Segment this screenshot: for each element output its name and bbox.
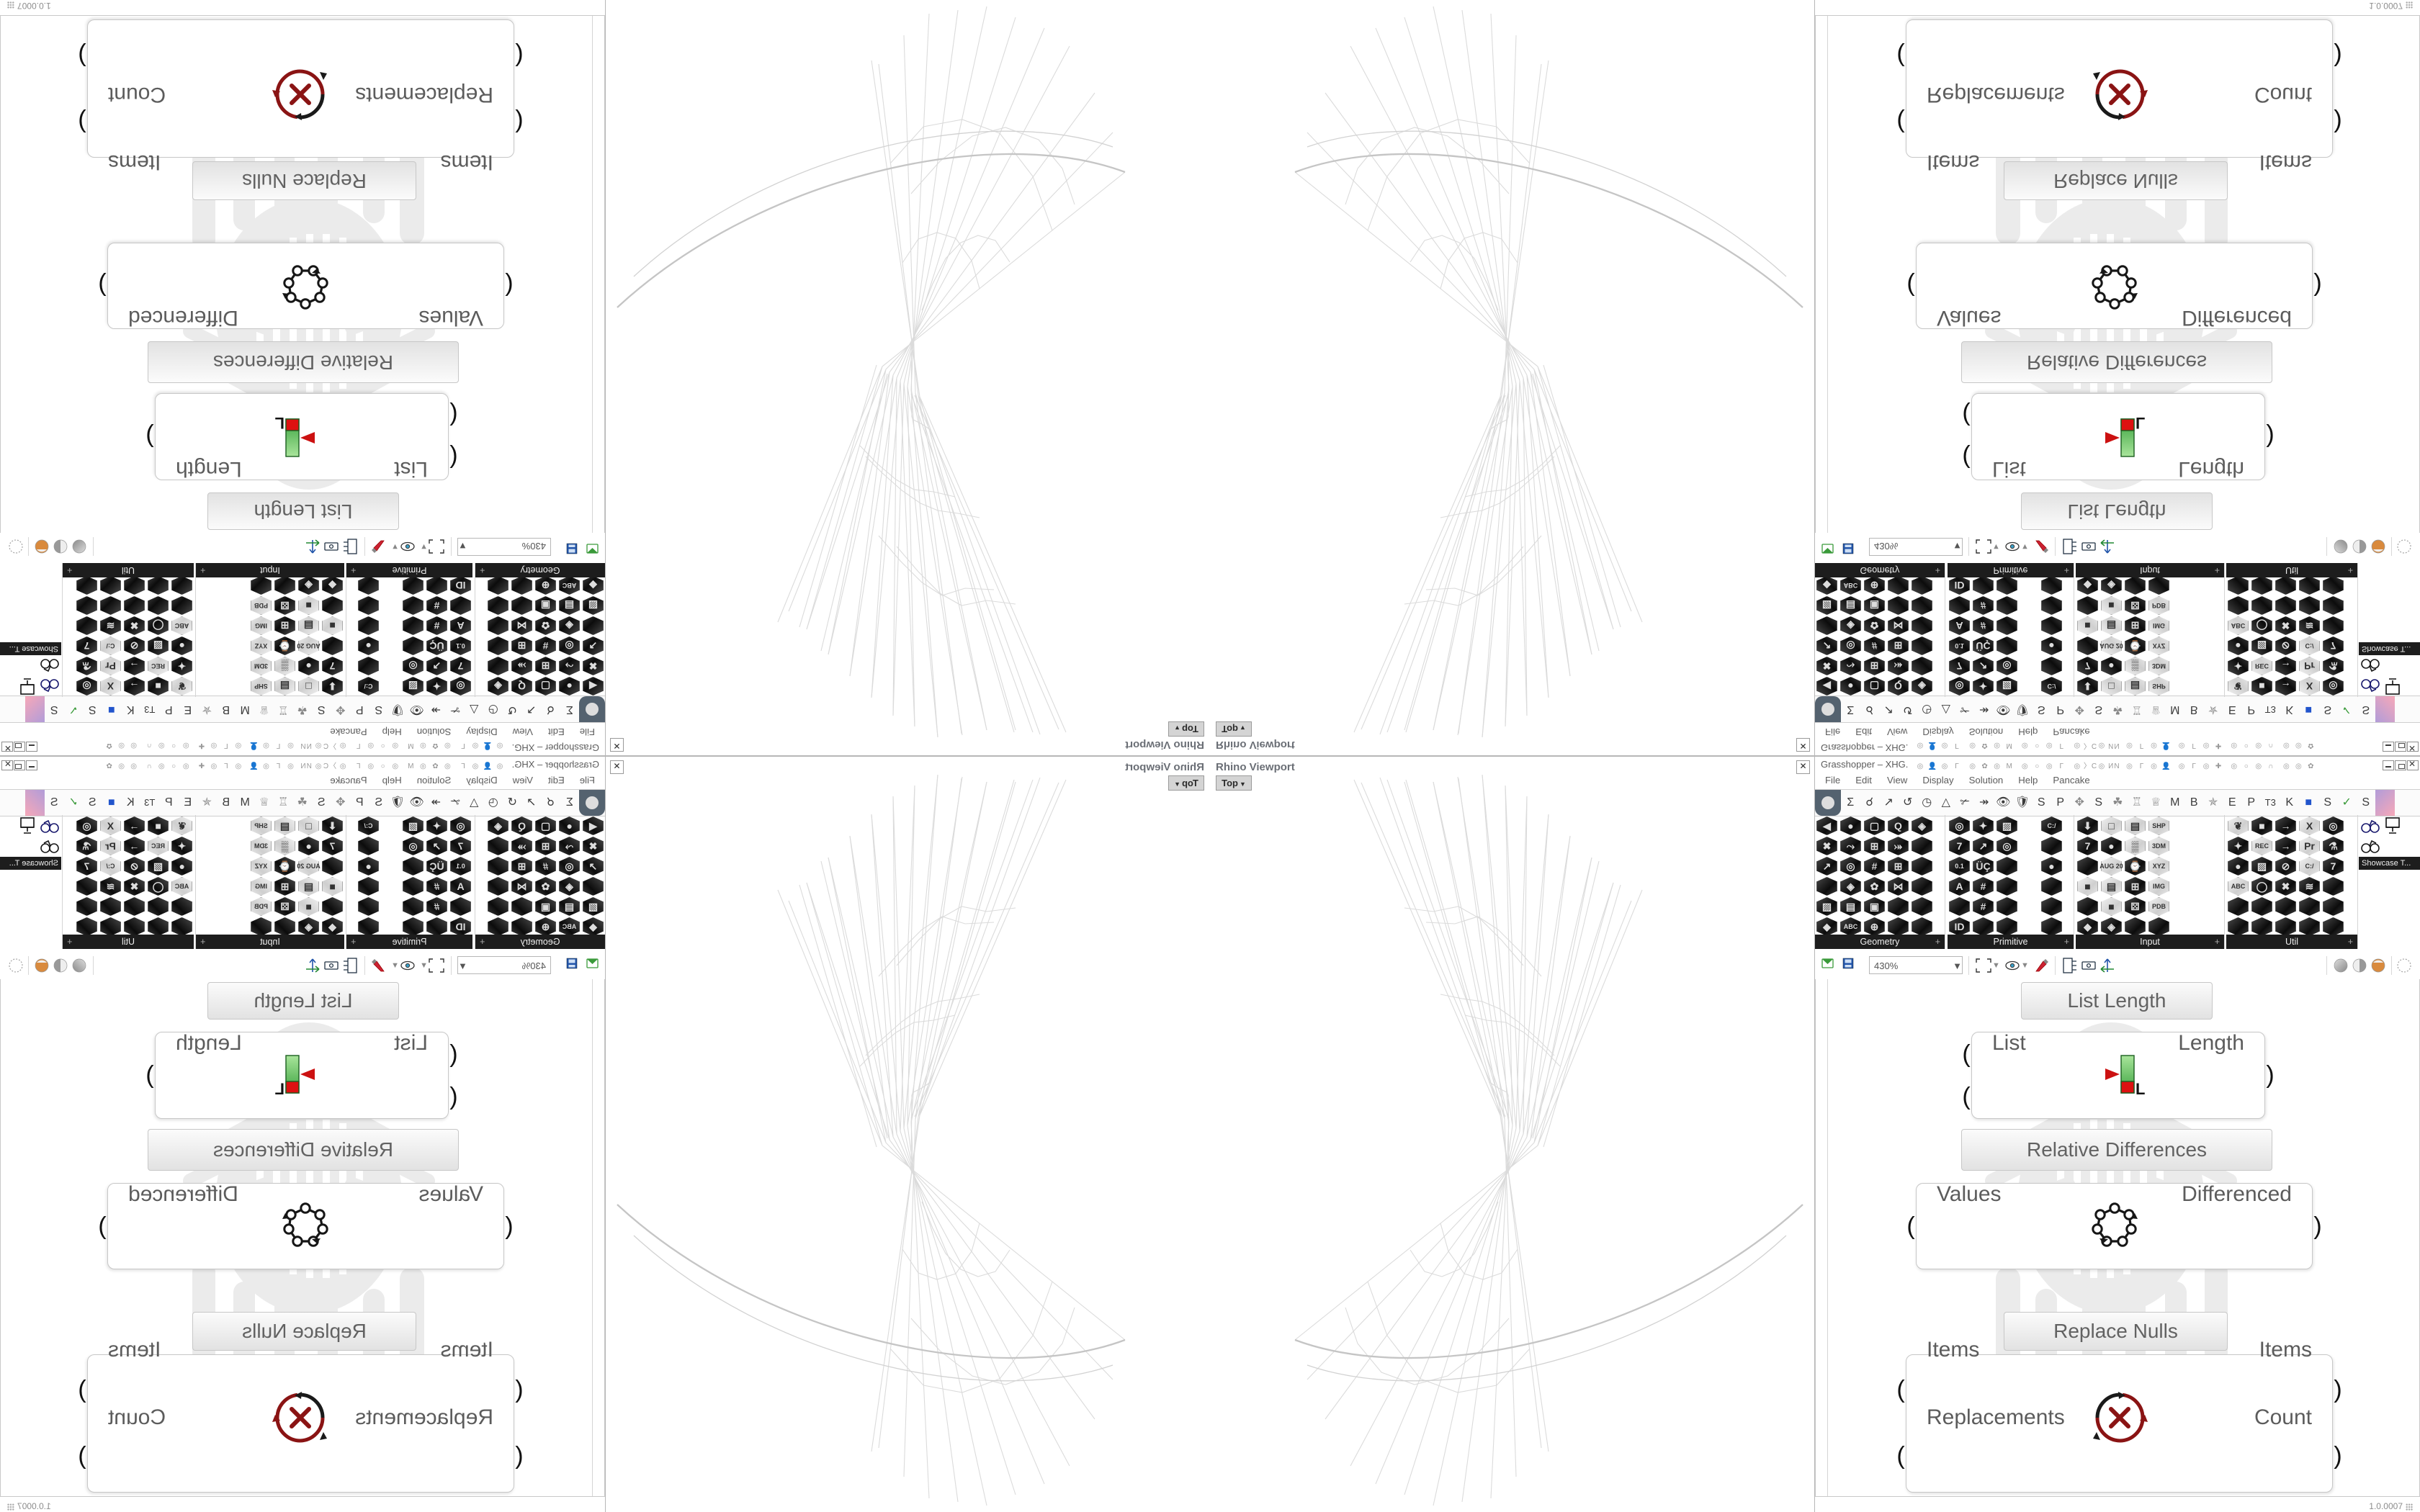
svg-text:L: L	[2136, 415, 2145, 432]
svg-text:L: L	[275, 1080, 284, 1097]
svg-text:L: L	[275, 415, 284, 432]
svg-text:L: L	[2136, 1080, 2145, 1097]
